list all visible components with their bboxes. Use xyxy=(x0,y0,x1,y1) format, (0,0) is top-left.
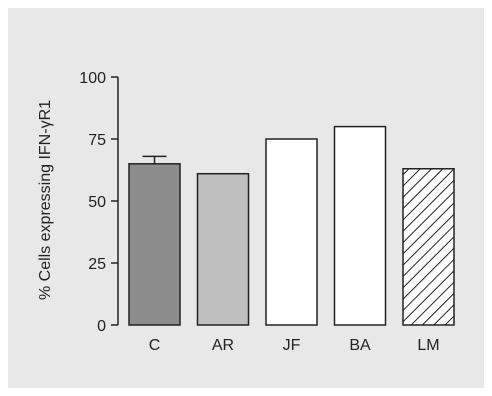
x-tick-label: C xyxy=(149,337,161,354)
bar-ba xyxy=(333,125,387,326)
x-tick-label: JF xyxy=(283,337,301,354)
y-tick-label: 75 xyxy=(88,132,106,149)
y-tick-label: 50 xyxy=(88,194,106,211)
x-tick-label: BA xyxy=(349,337,371,354)
y-tick-label: 0 xyxy=(97,318,106,335)
y-tick-label: 100 xyxy=(79,70,106,87)
bar-jf xyxy=(265,138,318,326)
bar-c xyxy=(128,163,181,326)
y-tick-label: 25 xyxy=(88,256,106,273)
x-tick-label: AR xyxy=(212,337,234,354)
bar-ar xyxy=(196,172,250,326)
bar-lm xyxy=(402,168,455,326)
y-axis-title: % Cells expressing IFN-γR1 xyxy=(37,100,54,300)
x-tick-label: LM xyxy=(417,337,439,354)
